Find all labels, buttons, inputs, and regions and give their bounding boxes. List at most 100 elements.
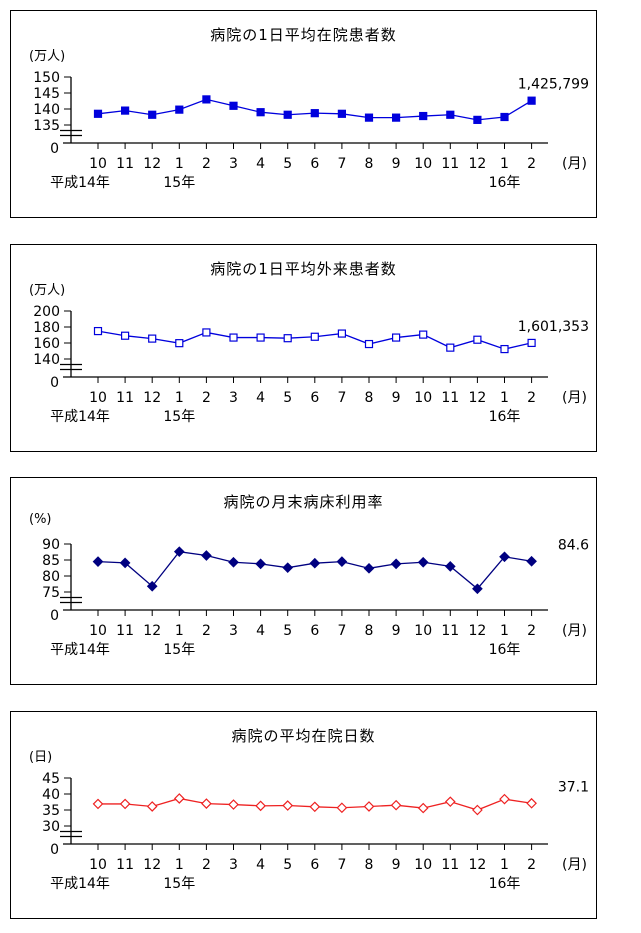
y-tick-label: 140	[33, 352, 60, 368]
x-month-label: 5	[283, 857, 292, 873]
y-zero-label: 0	[50, 141, 59, 157]
value-annotation: 1,601,353	[518, 319, 589, 335]
x-month-label: 4	[256, 156, 265, 172]
y-axis-unit-label: (万人)	[29, 283, 66, 298]
x-axis-unit-label: (月)	[562, 857, 587, 873]
data-point-marker	[201, 798, 212, 809]
x-month-label: 3	[229, 390, 238, 406]
year-label: 16年	[489, 876, 521, 892]
data-point-marker	[472, 583, 483, 595]
x-month-label: 11	[116, 623, 134, 639]
chart-title: 病院の1日平均在院患者数	[210, 26, 397, 44]
data-point-marker	[309, 801, 321, 813]
data-point-marker	[310, 109, 319, 118]
x-month-label: 12	[468, 156, 486, 172]
y-tick-label: 145	[33, 86, 60, 102]
data-point-marker	[444, 561, 456, 572]
y-tick-label: 85	[42, 553, 60, 569]
data-point-marker	[148, 334, 157, 343]
data-point-marker	[527, 338, 536, 348]
y-tick-label: 45	[42, 771, 60, 787]
data-point-marker	[473, 335, 482, 344]
x-month-label: 6	[310, 857, 319, 873]
x-month-label: 10	[89, 623, 107, 639]
data-point-marker	[282, 800, 294, 811]
x-month-label: 12	[143, 857, 161, 873]
year-label: 平成14年	[50, 876, 110, 892]
data-point-marker	[390, 558, 402, 570]
x-month-label: 1	[500, 156, 509, 172]
x-month-label: 2	[202, 156, 211, 172]
x-month-label: 1	[175, 623, 184, 639]
data-point-marker	[148, 110, 157, 119]
data-point-marker	[229, 101, 238, 110]
x-month-label: 4	[256, 857, 265, 873]
year-label: 平成14年	[50, 175, 110, 191]
data-point-marker	[119, 557, 131, 569]
x-month-label: 10	[414, 156, 432, 172]
data-point-marker	[472, 804, 483, 816]
data-point-marker	[256, 333, 265, 342]
year-label: 16年	[489, 175, 521, 191]
data-point-marker	[473, 115, 482, 124]
data-point-marker	[392, 113, 401, 122]
x-month-label: 9	[392, 857, 401, 873]
data-point-marker	[363, 562, 375, 574]
x-month-label: 11	[441, 156, 459, 172]
x-month-label: 1	[175, 857, 184, 873]
x-axis-unit-label: (月)	[562, 623, 587, 639]
x-month-label: 11	[116, 857, 134, 873]
y-tick-label: 135	[33, 118, 60, 134]
data-point-marker	[417, 556, 429, 568]
value-annotation: 84.6	[558, 537, 589, 553]
y-zero-label: 0	[50, 375, 59, 391]
y-tick-label: 150	[33, 70, 60, 86]
data-point-marker	[419, 111, 428, 121]
data-point-marker	[309, 557, 321, 569]
data-point-marker	[336, 556, 348, 567]
x-month-label: 5	[283, 390, 292, 406]
data-point-marker	[283, 334, 292, 343]
data-point-marker	[92, 798, 104, 810]
x-month-label: 12	[468, 390, 486, 406]
data-point-marker	[202, 328, 211, 337]
year-label: 15年	[163, 175, 195, 191]
x-month-label: 10	[414, 623, 432, 639]
x-month-label: 1	[500, 390, 509, 406]
data-point-marker	[146, 801, 158, 812]
x-month-label: 10	[414, 857, 432, 873]
data-point-marker	[446, 343, 455, 352]
data-point-marker	[527, 96, 536, 105]
x-month-label: 2	[527, 156, 536, 172]
data-point-marker	[336, 802, 348, 814]
y-tick-label: 80	[42, 569, 60, 585]
x-month-label: 9	[392, 623, 401, 639]
data-point-marker	[526, 797, 537, 809]
x-month-label: 11	[441, 390, 459, 406]
data-point-marker	[255, 800, 266, 812]
x-month-label: 2	[527, 390, 536, 406]
x-month-label: 12	[143, 156, 161, 172]
data-point-marker	[228, 799, 239, 810]
y-tick-label: 35	[42, 803, 60, 819]
data-point-marker	[363, 801, 375, 812]
y-tick-label: 40	[42, 787, 60, 803]
x-month-label: 11	[441, 857, 459, 873]
data-point-marker	[228, 556, 239, 568]
data-point-marker	[390, 799, 402, 811]
x-month-label: 11	[441, 623, 459, 639]
data-point-marker	[201, 550, 212, 561]
x-month-label: 9	[392, 156, 401, 172]
year-label: 16年	[489, 409, 521, 425]
x-month-label: 9	[392, 390, 401, 406]
chart-panel-inpatients: 病院の1日平均在院患者数 (万人) 150 145 140 135 0 10 11 12 1 2 3…	[10, 10, 597, 218]
x-month-label: 2	[202, 623, 211, 639]
x-month-label: 7	[337, 857, 346, 873]
x-month-label: 2	[202, 857, 211, 873]
x-month-label: 3	[229, 156, 238, 172]
year-label: 平成14年	[50, 409, 110, 425]
data-point-marker	[173, 546, 185, 558]
y-tick-label: 30	[42, 819, 60, 835]
